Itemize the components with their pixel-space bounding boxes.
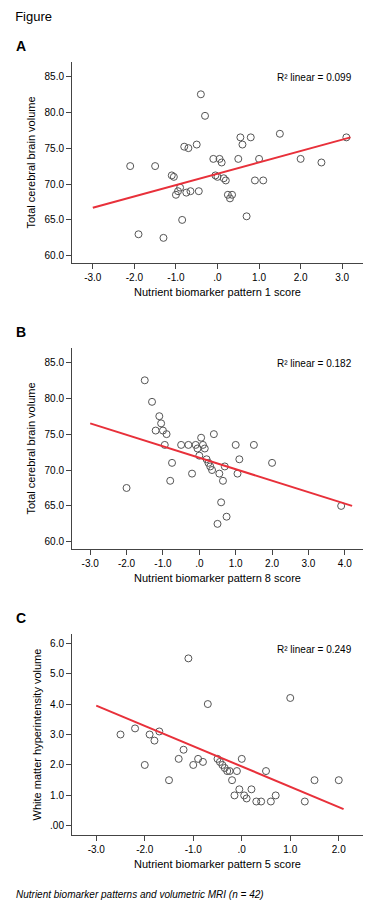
svg-text:60.0: 60.0 — [45, 250, 65, 261]
svg-text:R² linear = 0.249: R² linear = 0.249 — [277, 644, 352, 655]
svg-text:60.0: 60.0 — [45, 536, 65, 547]
svg-text:.0: .0 — [238, 844, 247, 855]
svg-text:75.0: 75.0 — [45, 429, 65, 440]
svg-text:Nutrient biomarker pattern 5 s: Nutrient biomarker pattern 5 score — [134, 858, 301, 870]
svg-text:-1.0: -1.0 — [154, 558, 172, 569]
svg-text:Nutrient biomarker pattern 1 s: Nutrient biomarker pattern 1 score — [134, 286, 301, 298]
svg-text:3.0: 3.0 — [50, 729, 64, 740]
svg-text:2.0: 2.0 — [265, 558, 279, 569]
svg-text:4.0: 4.0 — [50, 699, 64, 710]
svg-text:65.0: 65.0 — [45, 214, 65, 225]
svg-text:-2.0: -2.0 — [118, 558, 136, 569]
svg-text:Nutrient biomarker pattern 8 s: Nutrient biomarker pattern 8 score — [134, 572, 301, 584]
svg-text:A: A — [16, 38, 26, 54]
svg-text:Total cerebral brain volume: Total cerebral brain volume — [25, 382, 37, 514]
svg-text:.0: .0 — [195, 558, 204, 569]
svg-text:80.0: 80.0 — [45, 393, 65, 404]
svg-text:-1.0: -1.0 — [167, 272, 185, 283]
svg-text:65.0: 65.0 — [45, 500, 65, 511]
svg-text:6.0: 6.0 — [50, 638, 64, 649]
svg-text:-3.0: -3.0 — [84, 272, 102, 283]
svg-text:75.0: 75.0 — [45, 143, 65, 154]
svg-text:C: C — [16, 610, 26, 626]
svg-text:White matter hyperintensity vo: White matter hyperintensity volume — [31, 649, 43, 821]
svg-text:Nutrient biomarker patterns an: Nutrient biomarker patterns and volumetr… — [16, 889, 264, 900]
svg-text:4.0: 4.0 — [338, 558, 352, 569]
svg-text:1.0: 1.0 — [50, 790, 64, 801]
svg-text:.0: .0 — [213, 272, 222, 283]
svg-text:2.0: 2.0 — [332, 844, 346, 855]
svg-text:5.0: 5.0 — [50, 668, 64, 679]
svg-text:3.0: 3.0 — [335, 272, 349, 283]
svg-text:3.0: 3.0 — [301, 558, 315, 569]
svg-text:-1.0: -1.0 — [185, 844, 203, 855]
svg-text:R² linear = 0.099: R² linear = 0.099 — [277, 72, 352, 83]
svg-text:-2.0: -2.0 — [126, 272, 144, 283]
svg-text:-3.0: -3.0 — [88, 844, 106, 855]
svg-text:1.0: 1.0 — [229, 558, 243, 569]
svg-text:.00: .00 — [50, 820, 64, 831]
svg-text:70.0: 70.0 — [45, 465, 65, 476]
svg-text:2.0: 2.0 — [294, 272, 308, 283]
svg-text:1.0: 1.0 — [283, 844, 297, 855]
svg-text:85.0: 85.0 — [45, 71, 65, 82]
svg-text:1.0: 1.0 — [252, 272, 266, 283]
svg-text:R² linear = 0.182: R² linear = 0.182 — [277, 358, 352, 369]
svg-text:-3.0: -3.0 — [82, 558, 100, 569]
svg-text:B: B — [16, 324, 26, 340]
svg-text:Total cerebral brain volume: Total cerebral brain volume — [25, 96, 37, 228]
svg-text:70.0: 70.0 — [45, 179, 65, 190]
svg-text:85.0: 85.0 — [45, 357, 65, 368]
svg-text:-2.0: -2.0 — [136, 844, 154, 855]
svg-text:2.0: 2.0 — [50, 759, 64, 770]
svg-text:80.0: 80.0 — [45, 107, 65, 118]
svg-text:Figure: Figure — [15, 9, 52, 24]
